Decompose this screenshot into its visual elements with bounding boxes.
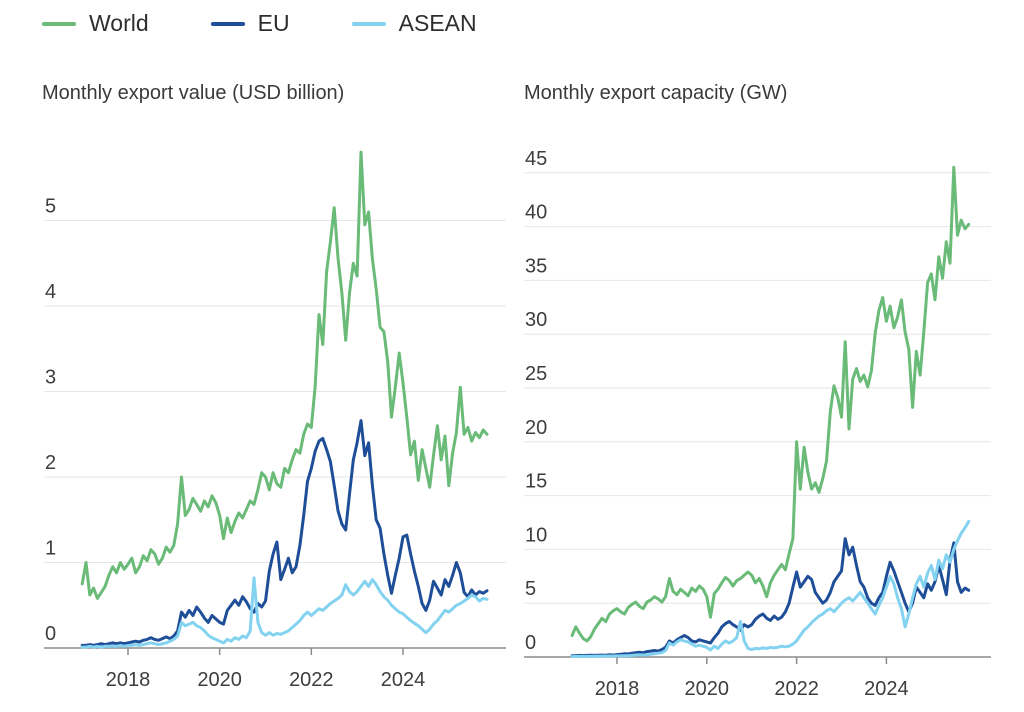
x-tick-label: 2024 — [381, 669, 426, 691]
x-tick-label: 2022 — [774, 678, 819, 700]
y-tick-label: 45 — [525, 148, 547, 170]
chart-title-export-capacity: Monthly export capacity (GW) — [524, 82, 788, 104]
legend-item-world: World — [42, 10, 149, 37]
y-tick-label: 15 — [525, 471, 547, 493]
y-tick-label: 4 — [45, 281, 56, 303]
legend-item-asean: ASEAN — [351, 10, 477, 37]
legend-swatch-world — [42, 21, 76, 26]
legend-label-eu: EU — [257, 10, 290, 36]
y-tick-label: 5 — [45, 196, 56, 218]
y-tick-label: 30 — [525, 309, 547, 331]
series-line-world — [80, 150, 489, 600]
x-tick-label: 2020 — [685, 678, 730, 700]
y-tick-label: 35 — [525, 255, 547, 277]
export-capacity-plot: 0 5 10 15 20 25 30 35 40 45 2018 2020 2022 2024 — [524, 148, 991, 700]
y-tick-label: 40 — [525, 202, 547, 224]
y-tick-label: 3 — [45, 367, 56, 389]
series-line-asean — [80, 576, 489, 649]
y-tick-label: 5 — [525, 578, 536, 600]
legend-swatch-eu — [210, 21, 245, 26]
x-tick-label: 2024 — [864, 678, 909, 700]
legend: World EU ASEAN — [42, 10, 477, 37]
x-tick-label: 2022 — [289, 669, 334, 691]
y-tick-label: 20 — [525, 417, 547, 439]
legend-swatch-asean — [351, 21, 386, 26]
legend-label-asean: ASEAN — [398, 10, 477, 36]
series-line-asean — [570, 519, 971, 658]
y-tick-label: 2 — [45, 452, 56, 474]
x-tick-label: 2018 — [106, 669, 151, 691]
y-tick-label: 0 — [525, 632, 536, 654]
x-tick-label: 2020 — [197, 669, 242, 691]
export-value-plot: 0 1 2 3 4 5 2018 2020 2022 2024 — [44, 150, 506, 691]
y-tick-label: 10 — [525, 524, 547, 546]
x-tick-label: 2018 — [595, 678, 640, 700]
legend-label-world: World — [89, 10, 149, 36]
y-tick-label: 1 — [45, 538, 56, 560]
series-line-eu — [80, 419, 489, 647]
y-tick-label: 25 — [525, 363, 547, 385]
legend-item-eu: EU — [210, 10, 290, 37]
y-tick-label: 0 — [45, 623, 56, 645]
chart-title-export-value: Monthly export value (USD billion) — [42, 82, 345, 104]
series-line-eu — [570, 537, 971, 658]
series-line-world — [570, 165, 971, 643]
